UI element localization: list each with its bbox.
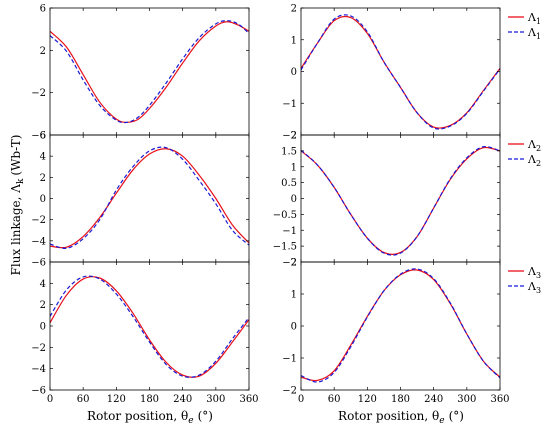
series-line-solid bbox=[50, 148, 249, 249]
series-group bbox=[50, 146, 249, 249]
y-tick-label: 2 bbox=[291, 131, 297, 142]
series-line-solid bbox=[50, 21, 249, 123]
y-tick-label: −2 bbox=[31, 215, 46, 226]
x-tick-label: 120 bbox=[107, 394, 126, 405]
y-tick-label: 6 bbox=[40, 4, 46, 15]
x-tick-label: 360 bbox=[490, 394, 509, 405]
x-tick-label: 60 bbox=[77, 394, 90, 405]
x-tick-label: 300 bbox=[457, 394, 476, 405]
x-tick-label: 180 bbox=[391, 394, 410, 405]
y-tick-label: −2 bbox=[31, 343, 46, 354]
panel-r1-c1: −2 −1.5 −1 −0.5 0 0.5 1 1.5 2 bbox=[273, 131, 501, 269]
y-axis-label-unit: (Wb-T) bbox=[9, 135, 23, 176]
y-axis-label: Flux linkage, Λk (Wb-T) bbox=[9, 135, 26, 276]
x-tick-label: 0 bbox=[298, 394, 304, 405]
y-tick-label: 0.5 bbox=[281, 178, 297, 189]
panel-r1-c0: −6 −4 −2 0 2 4 6 bbox=[31, 131, 250, 269]
series-line-solid bbox=[301, 15, 500, 129]
series-group bbox=[50, 275, 249, 378]
x-tick-label: 240 bbox=[424, 394, 443, 405]
series-line-dashed bbox=[50, 275, 249, 378]
series-line-solid bbox=[50, 276, 249, 378]
y-tick-label: −2 bbox=[282, 131, 297, 142]
y-tick-label: 1 bbox=[291, 162, 297, 173]
x-axis-labels: Rotor position, θe (°) Rotor position, θe… bbox=[87, 409, 464, 426]
series-line-dashed bbox=[301, 268, 500, 383]
panel-frame bbox=[300, 134, 501, 263]
y-tick-label: 0 bbox=[40, 322, 46, 333]
y-tick-label: 1 bbox=[291, 290, 297, 301]
y-axis-label-main: Flux linkage, Λ bbox=[9, 184, 23, 276]
series-line-dashed bbox=[50, 20, 249, 124]
legend-label: Λ2 bbox=[527, 138, 541, 153]
plot-panels: −6−226−2−1012−6−4−20246−2−1.5−1−0.500.51… bbox=[31, 4, 509, 406]
panel-r0-c1: −2 −1 0 1 2 bbox=[282, 4, 501, 142]
x-tick-label: 180 bbox=[140, 394, 159, 405]
y-tick-label: 1 bbox=[291, 35, 297, 46]
series-group bbox=[301, 268, 500, 383]
panel-frame bbox=[300, 261, 501, 391]
series-line-dashed bbox=[301, 145, 500, 256]
legend-label: Λ3 bbox=[527, 280, 541, 295]
y-tick-label: 2 bbox=[40, 173, 46, 184]
y-axis-label-sub: k bbox=[16, 178, 26, 184]
y-tick-label: −2 bbox=[282, 386, 297, 397]
y-tick-label: 0 bbox=[291, 322, 297, 333]
x-tick-label: 300 bbox=[206, 394, 225, 405]
y-tick-label: 4 bbox=[40, 279, 46, 290]
y-tick-label: −1 bbox=[282, 354, 297, 365]
y-tick-label: −2 bbox=[31, 88, 46, 99]
y-tick-label: 2 bbox=[40, 46, 46, 57]
x-axis-label-right: Rotor position, θe (°) bbox=[338, 409, 464, 426]
legend-label: Λ2 bbox=[527, 153, 541, 168]
series-group bbox=[301, 145, 500, 256]
series-line-dashed bbox=[50, 146, 249, 249]
y-tick-label: 2 bbox=[40, 300, 46, 311]
x-axis-label-left: Rotor position, θe (°) bbox=[87, 409, 213, 426]
y-tick-label: −6 bbox=[31, 258, 46, 269]
legend-label: Λ1 bbox=[527, 26, 541, 41]
series-group bbox=[50, 20, 249, 124]
y-tick-label: 2 bbox=[291, 258, 297, 269]
x-tick-label: 60 bbox=[328, 394, 341, 405]
y-tick-label: −6 bbox=[31, 131, 46, 142]
x-tick-label: 240 bbox=[173, 394, 192, 405]
x-tick-label: 360 bbox=[239, 394, 258, 405]
y-tick-label: 1.5 bbox=[281, 146, 297, 157]
panel-frame bbox=[49, 7, 250, 136]
y-tick-label: −0.5 bbox=[273, 210, 297, 221]
series-line-solid bbox=[301, 269, 500, 382]
y-tick-label: 0 bbox=[40, 194, 46, 205]
series-group bbox=[301, 14, 500, 130]
y-tick-label: 2 bbox=[291, 4, 297, 15]
x-tick-label: 120 bbox=[358, 394, 377, 405]
y-tick-label: 4 bbox=[40, 152, 46, 163]
y-tick-label: 0 bbox=[291, 67, 297, 78]
legend-label: Λ1 bbox=[527, 11, 541, 26]
y-tick-label: 0 bbox=[291, 194, 297, 205]
y-tick-label: −1.5 bbox=[273, 242, 297, 253]
y-tick-label: −4 bbox=[31, 236, 46, 247]
series-line-solid bbox=[301, 146, 500, 255]
y-tick-label: −6 bbox=[31, 386, 46, 397]
x-tick-label: 0 bbox=[47, 394, 53, 405]
panel-r0-c0: −6 −2 2 6 bbox=[31, 4, 250, 142]
y-tick-label: −1 bbox=[282, 99, 297, 110]
y-tick-label: −1 bbox=[282, 226, 297, 237]
panel-frame bbox=[300, 7, 501, 136]
series-line-dashed bbox=[301, 14, 500, 130]
y-tick-label: −2 bbox=[282, 258, 297, 269]
legend-label: Λ3 bbox=[527, 265, 541, 280]
y-tick-label: −4 bbox=[31, 364, 46, 375]
y-tick-label: 6 bbox=[40, 131, 46, 142]
